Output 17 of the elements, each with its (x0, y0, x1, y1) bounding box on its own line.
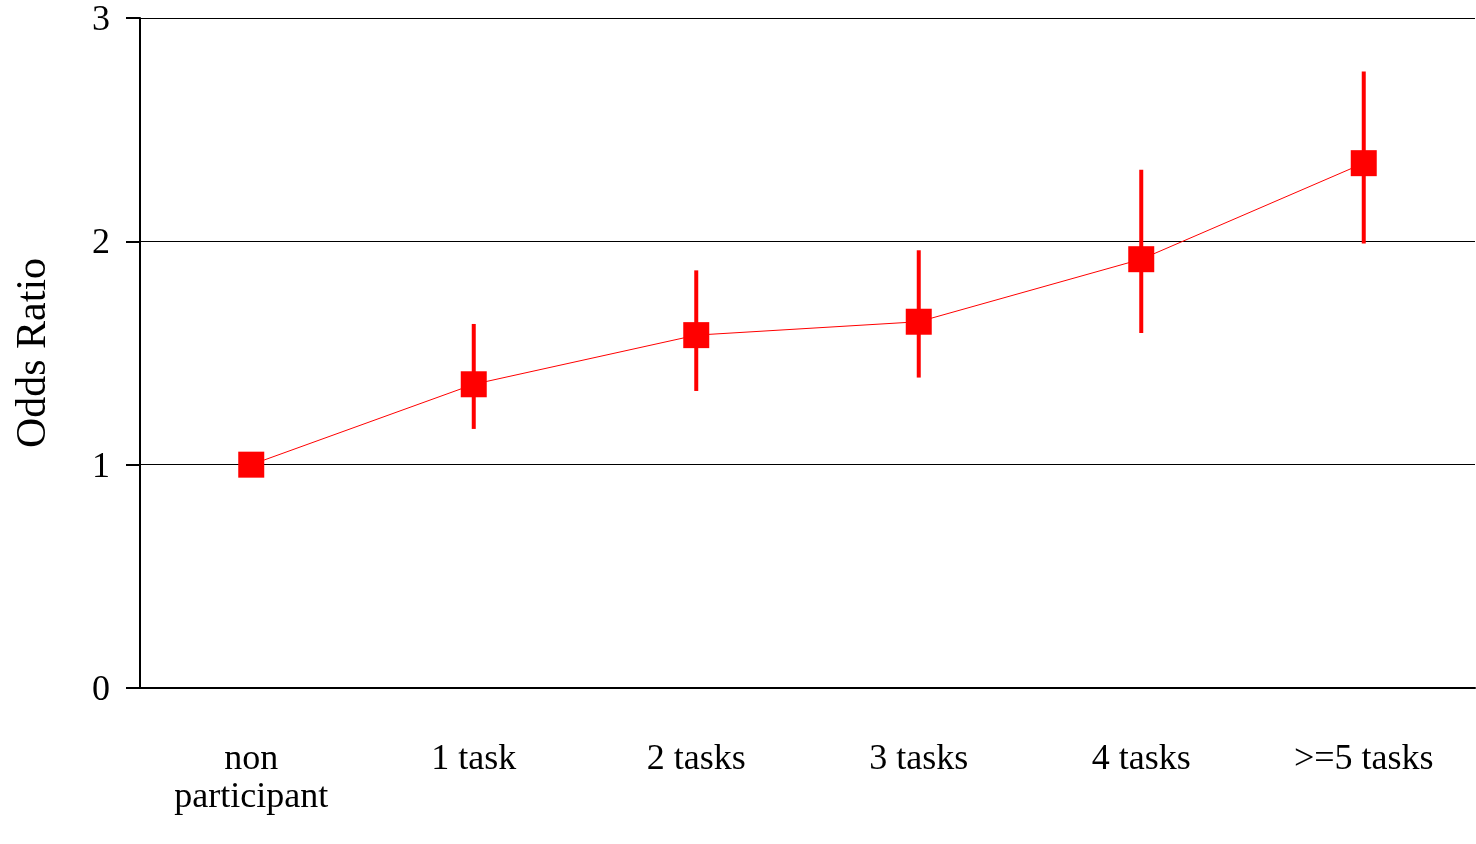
point (683, 322, 710, 349)
point (905, 308, 932, 335)
y-tick-label: 0 (92, 668, 110, 708)
y-tick-label: 1 (92, 444, 110, 485)
y-tick-label: 3 (92, 0, 110, 38)
point (1128, 246, 1155, 273)
x-tick-label: 4 tasks (1091, 737, 1191, 777)
x-tick-label: 2 tasks (646, 737, 746, 777)
y-axis-title: Odds Ratio (8, 257, 54, 449)
point (460, 371, 487, 398)
x-tick-label: 3 tasks (869, 737, 969, 777)
x-tick-label: non participant (174, 737, 329, 815)
x-tick-label: >=5 tasks (1293, 737, 1434, 777)
y-tick-label: 2 (92, 221, 110, 262)
x-tick-label: 1 task (431, 737, 517, 777)
point (238, 451, 265, 478)
point (1350, 150, 1377, 177)
